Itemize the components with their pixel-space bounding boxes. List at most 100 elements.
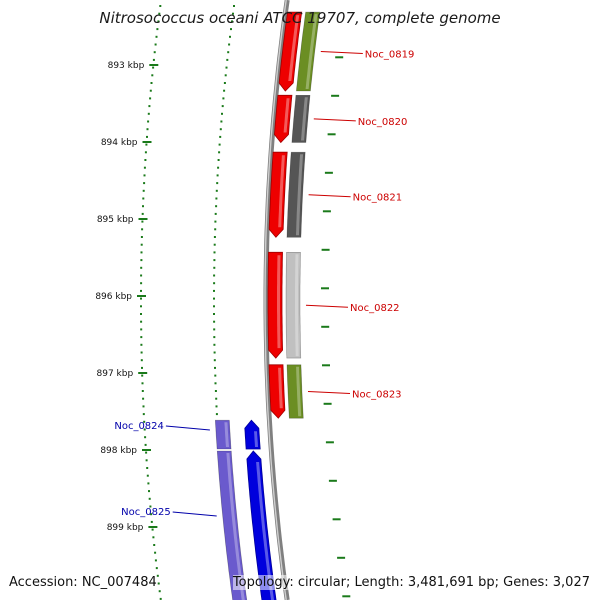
outer-dotted-ring: [145, 143, 148, 146]
inner-dotted-ring: [233, 5, 235, 7]
outer-dotted-ring: [148, 497, 151, 500]
cds-arrow[interactable]: [273, 94, 293, 144]
inner-dotted-ring: [225, 66, 228, 69]
inner-dotted-ring: [213, 266, 216, 269]
inner-dotted-ring: [216, 174, 219, 177]
cds-shine: [283, 98, 290, 133]
label-leader-line: [165, 425, 210, 431]
inner-dotted-ring: [213, 274, 216, 277]
outer-dotted-ring: [142, 397, 145, 400]
genome-backbone: [263, 0, 290, 600]
label-leader-line: [172, 511, 217, 517]
outer-dotted-ring: [140, 251, 143, 254]
gene-label-noc-0823[interactable]: Noc_0823: [352, 390, 402, 401]
inner-dotted-ring: [221, 105, 224, 108]
inner-dotted-ring: [216, 182, 219, 185]
outer-dotted-ring: [141, 228, 144, 231]
cds-arrow[interactable]: [244, 419, 261, 450]
inner-dotted-ring: [214, 382, 217, 385]
inner-dotted-ring: [215, 197, 218, 200]
gene-label-noc-0822[interactable]: Noc_0822: [350, 303, 400, 314]
gene-noc-0822[interactable]: [267, 251, 302, 359]
outer-dotted-ring: [150, 520, 153, 523]
kbp-tick-label: 897 kbp: [97, 369, 134, 379]
cds-arrow[interactable]: [268, 151, 288, 238]
outer-dotted-ring: [142, 197, 145, 200]
cog-category-bar: [216, 450, 248, 600]
cog-shine: [224, 422, 229, 447]
outer-dotted-ring: [146, 474, 149, 477]
outer-dotted-ring: [154, 559, 157, 562]
gene-labels: Noc_0819 Noc_0820 Noc_0821 Noc_0822 Noc_0823…: [114, 50, 414, 519]
outer-dotted-ring: [143, 428, 146, 431]
cds-arrow[interactable]: [268, 364, 286, 419]
cog-category-bar: [286, 364, 304, 419]
outer-dotted-ring: [143, 166, 146, 169]
inner-dotted-ring: [232, 12, 234, 15]
outer-dotted-ring: [141, 212, 144, 215]
cds-shine: [277, 255, 281, 349]
outer-dotted-ring: [140, 351, 143, 354]
genome-title: Nitrosococcus oceani ATCC 19707, complet…: [99, 9, 501, 27]
outer-dotted-ring: [145, 451, 148, 454]
outer-dotted-ring: [158, 12, 161, 15]
outer-dotted-ring: [140, 274, 143, 277]
inner-dotted-ring: [214, 374, 217, 377]
outer-dotted-ring: [152, 536, 155, 539]
inner-dotted-ring: [214, 366, 216, 369]
kbp-tick-label: 899 kbp: [107, 523, 144, 533]
inner-dotted-ring: [228, 43, 231, 46]
cds-arrow[interactable]: [278, 11, 303, 92]
outer-dotted-ring: [148, 490, 150, 493]
gene-noc-0825[interactable]: [216, 450, 277, 600]
inner-dotted-ring: [215, 189, 218, 192]
inner-dotted-ring: [219, 128, 222, 131]
outer-dotted-ring: [148, 105, 151, 108]
outer-dotted-ring: [141, 366, 143, 369]
cog-shine: [305, 14, 318, 90]
outer-dotted-ring: [152, 58, 155, 61]
cds-arrow[interactable]: [246, 450, 277, 600]
outer-dotted-ring: [147, 120, 150, 123]
outer-dotted-ring: [147, 482, 150, 485]
cog-shine: [301, 97, 308, 141]
outer-dotted-ring: [149, 97, 152, 100]
outer-dotted-ring: [154, 551, 157, 554]
gene-label-noc-0824[interactable]: Noc_0824: [114, 421, 164, 432]
inner-dotted-ring: [227, 51, 230, 54]
gene-label-noc-0821[interactable]: Noc_0821: [353, 193, 403, 204]
backbone-arc: [263, 0, 290, 600]
gene-label-noc-0820[interactable]: Noc_0820: [358, 117, 408, 128]
cds-arrow[interactable]: [267, 251, 284, 359]
outer-dotted-ring: [140, 305, 142, 308]
inner-dotted-ring: [213, 328, 216, 331]
gene-tracks: [214, 11, 321, 600]
cds-shine: [256, 462, 275, 600]
kbp-tick-label: 898 kbp: [100, 446, 137, 456]
outer-dotted-ring: [151, 528, 154, 531]
outer-dotted-ring: [147, 112, 150, 115]
gene-noc-0821[interactable]: [268, 151, 306, 238]
outer-dotted-ring: [156, 574, 159, 577]
inner-dotted-ring: [217, 166, 220, 169]
gene-noc-0823[interactable]: [268, 364, 304, 419]
label-leader-line: [320, 51, 363, 54]
gene-label-noc-0825[interactable]: Noc_0825: [121, 507, 171, 518]
outer-dotted-ring: [157, 582, 160, 585]
gene-label-noc-0819[interactable]: Noc_0819: [365, 50, 415, 61]
outer-dotted-ring: [140, 328, 143, 331]
gene-noc-0819[interactable]: [278, 11, 321, 92]
outer-dotted-ring: [141, 390, 144, 392]
inner-dotted-ring: [213, 243, 216, 246]
topology-text: Topology: circular; Length: 3,481,691 bp…: [232, 575, 590, 590]
outer-dotted-ring: [140, 297, 142, 300]
gene-noc-0824[interactable]: [214, 419, 261, 450]
outer-dotted-ring: [146, 128, 149, 131]
outer-dotted-ring: [151, 74, 154, 77]
inner-dotted-ring: [222, 97, 225, 100]
outer-dotted-ring: [142, 413, 145, 416]
cog-category-bar: [285, 252, 302, 359]
kbp-tick-label: 893 kbp: [108, 61, 145, 71]
gene-noc-0820[interactable]: [273, 94, 311, 144]
